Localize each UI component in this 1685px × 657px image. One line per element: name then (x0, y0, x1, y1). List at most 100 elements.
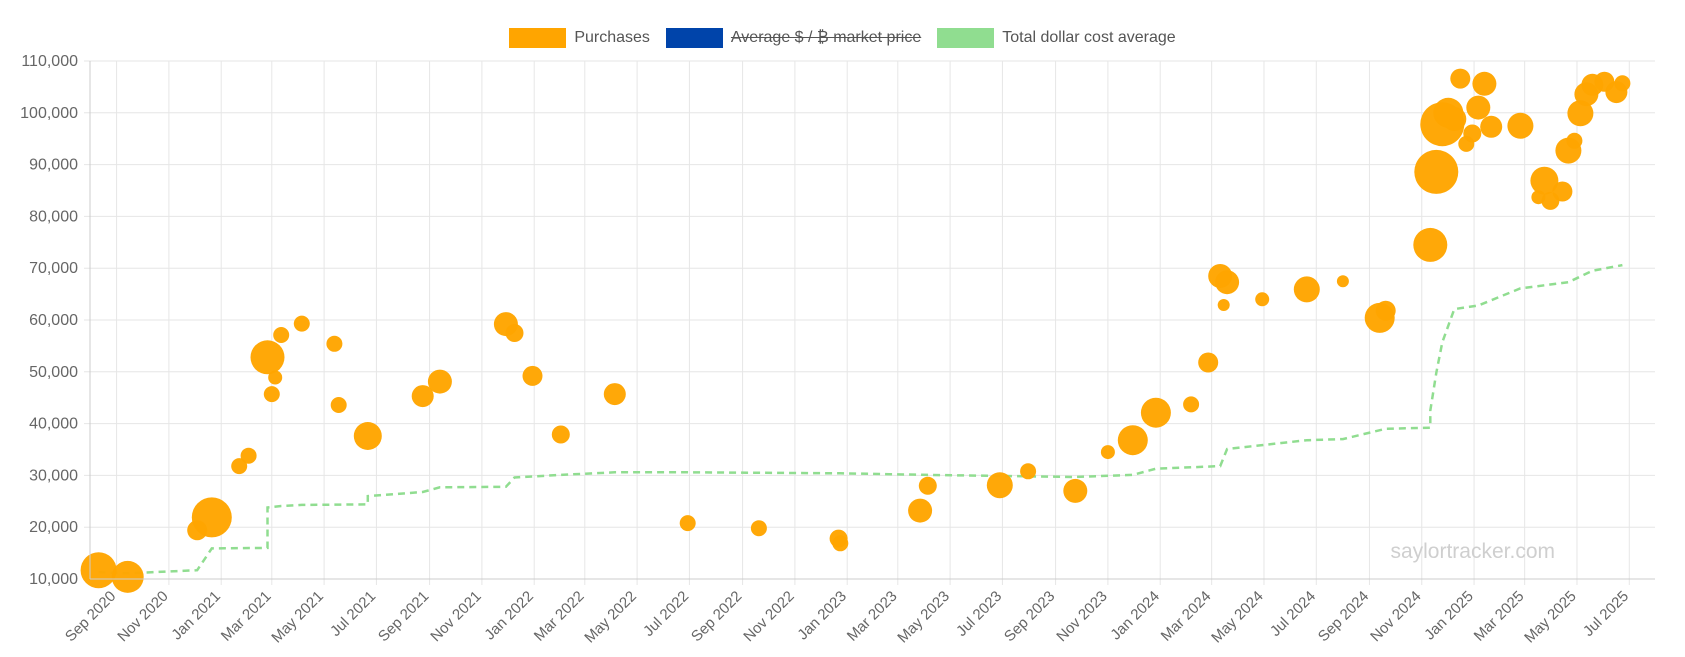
purchase-bubble (505, 324, 524, 342)
purchase-bubble (1183, 396, 1200, 413)
purchase-bubble (551, 425, 570, 444)
x-tick-label: May 2025 (1521, 588, 1580, 647)
purchase-bubble (330, 397, 347, 413)
legend-item-dca[interactable]: Total dollar cost average (937, 28, 1176, 48)
legend-swatch-purchases (509, 28, 567, 48)
purchase-bubble (986, 472, 1013, 499)
purchase-bubble (1140, 397, 1171, 428)
purchase-bubble (1414, 149, 1459, 194)
purchase-bubble (187, 520, 208, 541)
x-tick-label: Jul 2022 (640, 588, 692, 640)
x-tick-label: Mar 2023 (844, 588, 901, 645)
y-tick-label: 70,000 (29, 260, 78, 277)
purchase-bubble (832, 535, 849, 552)
y-tick-label: 40,000 (29, 416, 78, 433)
purchase-bubble (1215, 270, 1240, 295)
purchase-bubble (80, 552, 117, 589)
y-tick-label: 50,000 (29, 364, 78, 381)
x-tick-label: Mar 2022 (531, 588, 588, 645)
purchase-bubble (250, 340, 285, 375)
x-tick-label: Jul 2025 (1580, 588, 1632, 640)
purchase-bubble (326, 335, 343, 352)
purchase-bubble (1458, 135, 1475, 152)
x-tick-label: Jan 2025 (1421, 588, 1477, 644)
x-tick-label: Sep 2024 (1315, 588, 1372, 645)
purchase-bubble (679, 515, 696, 532)
purchase-bubble (268, 370, 283, 385)
purchase-bubble (427, 369, 452, 394)
purchase-bubble (240, 447, 257, 464)
purchase-bubble (411, 385, 434, 408)
chart-grid (84, 60, 1655, 585)
x-tick-label: Jan 2021 (168, 588, 224, 644)
purchase-bubble (603, 383, 626, 406)
purchase-bubble (273, 327, 290, 343)
x-tick-label: Sep 2022 (688, 588, 745, 645)
purchase-bubble (1336, 275, 1349, 288)
purchase-bubble (293, 315, 310, 332)
legend-swatch-dca (937, 28, 995, 48)
purchase-bubble (1594, 71, 1615, 92)
purchase-bubble (1614, 75, 1631, 92)
chart-legend: Purchases Average $ / ₿ market price Tot… (0, 28, 1685, 48)
purchase-bubble (1375, 300, 1396, 321)
purchase-bubble (263, 386, 280, 403)
purchase-bubble (1117, 425, 1148, 456)
x-tick-label: Sep 2023 (1001, 588, 1058, 645)
purchase-bubble (1567, 100, 1594, 127)
purchase-bubble (1480, 115, 1503, 138)
purchase-bubble (353, 422, 382, 450)
x-tick-label: Sep 2020 (62, 588, 119, 645)
y-axis: 10,000 20,000 30,000 40,000 50,000 60,000 70,0… (20, 53, 91, 588)
x-tick-label: May 2022 (581, 588, 640, 647)
purchase-bubble (918, 476, 937, 495)
purchase-bubble (1530, 166, 1559, 195)
x-tick-label: May 2021 (268, 588, 327, 647)
legend-swatch-market-price (665, 28, 723, 48)
purchase-bubble (1293, 276, 1320, 303)
purchase-bubble (1531, 190, 1546, 205)
y-tick-label: 10,000 (29, 571, 78, 588)
purchase-bubble (1100, 445, 1115, 460)
x-tick-label: Mar 2024 (1158, 588, 1215, 645)
purchase-bubbles-layer (80, 68, 1631, 593)
purchase-bubble (1442, 107, 1467, 131)
dca-line-layer (98, 263, 1623, 575)
watermark: saylortracker.com (1390, 540, 1555, 563)
purchase-bubble (1020, 463, 1037, 480)
dca-line (98, 263, 1623, 575)
y-tick-label: 110,000 (21, 53, 78, 70)
x-tick-label: May 2024 (1208, 588, 1267, 647)
purchase-bubble (1413, 227, 1448, 262)
x-tick-label: Jul 2021 (327, 588, 379, 640)
x-tick-label: Jan 2024 (1107, 588, 1163, 644)
x-tick-label: Mar 2025 (1471, 588, 1528, 645)
purchase-bubble (1507, 112, 1534, 139)
x-tick-label: Jul 2024 (1267, 588, 1319, 640)
purchase-bubble (1198, 352, 1219, 373)
purchase-bubble (1466, 95, 1491, 120)
purchase-bubble (522, 365, 543, 386)
x-tick-label: Jan 2022 (481, 588, 537, 644)
y-tick-label: 100,000 (20, 105, 78, 122)
legend-item-purchases[interactable]: Purchases (509, 28, 650, 48)
x-tick-label: Nov 2024 (1367, 588, 1424, 645)
legend-label-market-price: Average $ / ₿ market price (730, 29, 922, 46)
purchase-bubble (1063, 478, 1088, 503)
x-tick-label: Nov 2023 (1053, 588, 1110, 645)
x-tick-label: Nov 2022 (740, 588, 797, 645)
y-tick-label: 60,000 (29, 312, 78, 329)
purchase-bubble (231, 458, 248, 475)
purchase-bubble (1255, 292, 1270, 307)
purchase-bubble (111, 560, 144, 593)
legend-item-market-price[interactable]: Average $ / ₿ market price (665, 28, 922, 48)
y-tick-label: 20,000 (29, 519, 78, 536)
x-tick-label: Jul 2023 (953, 588, 1005, 640)
legend-label-purchases: Purchases (574, 29, 650, 46)
y-tick-label: 90,000 (29, 157, 78, 174)
purchase-bubble (908, 498, 933, 523)
y-tick-label: 30,000 (29, 467, 78, 484)
x-tick-label: Sep 2021 (375, 588, 432, 645)
